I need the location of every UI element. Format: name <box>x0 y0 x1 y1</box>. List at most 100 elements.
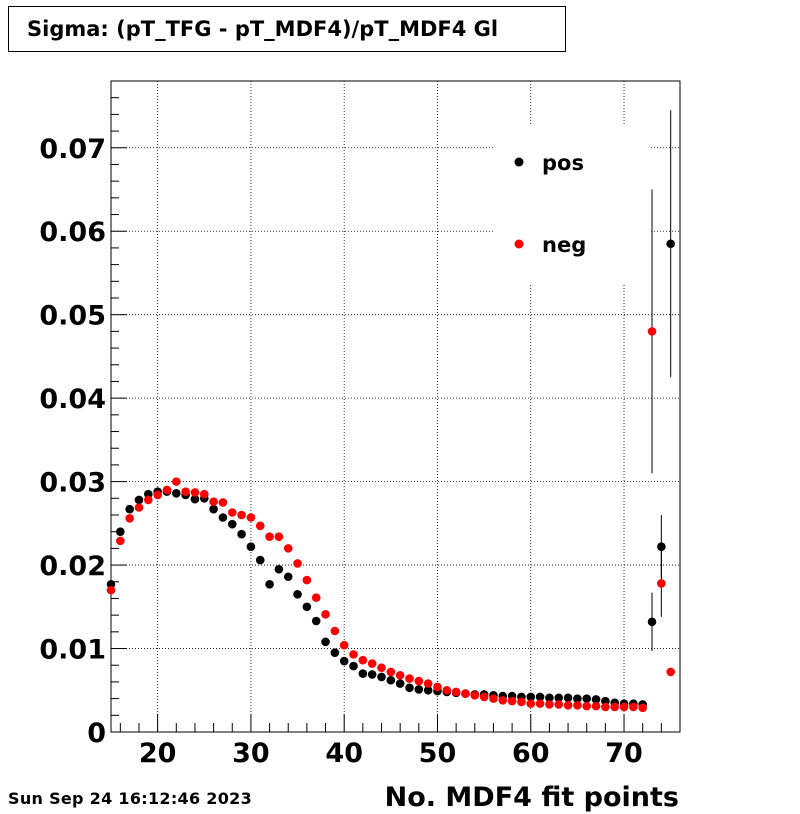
x-axis-title: No. MDF4 fit points <box>385 782 679 813</box>
data-point-neg <box>171 477 181 486</box>
data-point-pos <box>535 692 545 702</box>
data-point-pos <box>209 504 218 514</box>
data-point-neg <box>591 701 601 711</box>
data-point-pos <box>367 670 377 679</box>
x-tick-label: 40 <box>325 738 363 769</box>
data-point-neg <box>554 700 564 709</box>
data-point-neg <box>358 655 368 665</box>
data-point-neg <box>601 702 610 712</box>
data-points <box>106 239 675 713</box>
data-point-neg <box>414 676 424 686</box>
data-point-neg <box>237 510 246 520</box>
data-point-neg <box>573 700 582 710</box>
data-point-pos <box>666 239 675 249</box>
data-point-neg <box>274 532 284 541</box>
x-tick-label: 70 <box>605 738 643 769</box>
data-point-pos <box>545 693 554 703</box>
data-point-pos <box>125 504 134 514</box>
data-point-neg <box>638 703 647 713</box>
data-point-pos <box>330 648 340 658</box>
x-tick-label: 60 <box>512 738 550 769</box>
data-point-neg <box>489 694 498 703</box>
data-point-neg <box>162 485 172 495</box>
y-tick-label: 0.03 <box>39 468 106 499</box>
data-point-neg <box>199 489 209 499</box>
data-point-neg <box>395 670 405 680</box>
data-point-pos <box>358 669 368 678</box>
data-point-pos <box>657 542 666 552</box>
y-tick-label: 0.07 <box>39 134 106 165</box>
data-point-neg <box>125 514 134 523</box>
data-point-neg <box>190 488 200 497</box>
data-point-neg <box>339 640 349 650</box>
data-point-neg <box>498 695 508 705</box>
data-point-neg <box>657 579 666 588</box>
x-tick-label: 30 <box>232 738 270 769</box>
data-point-neg <box>218 498 228 507</box>
data-point-pos <box>237 529 246 539</box>
data-point-pos <box>293 589 302 599</box>
data-point-pos <box>414 685 424 694</box>
data-point-pos <box>218 513 228 522</box>
data-point-neg <box>535 699 545 708</box>
data-point-neg <box>116 536 125 546</box>
data-point-neg <box>209 497 218 506</box>
data-point-neg <box>181 487 190 496</box>
data-point-pos <box>116 527 125 536</box>
data-point-pos <box>227 519 237 529</box>
data-point-neg <box>330 626 340 636</box>
data-point-pos <box>255 555 265 565</box>
data-point-neg <box>386 667 396 677</box>
data-point-neg <box>619 702 629 712</box>
data-point-neg <box>255 521 265 531</box>
data-point-pos <box>339 656 349 666</box>
data-point-neg <box>302 575 312 585</box>
data-point-neg <box>311 593 321 602</box>
data-point-pos <box>386 675 396 685</box>
data-point-pos <box>423 685 433 695</box>
data-point-neg <box>377 663 386 673</box>
data-point-pos <box>563 693 573 703</box>
y-tick-label: 0 <box>87 718 106 749</box>
data-point-neg <box>367 659 377 668</box>
x-tick-label: 50 <box>419 738 457 769</box>
data-point-pos <box>190 494 200 504</box>
data-point-neg <box>610 702 620 712</box>
error-bars <box>651 110 672 652</box>
data-point-neg <box>144 495 153 505</box>
data-point-neg <box>647 327 657 336</box>
data-point-neg <box>423 679 433 688</box>
data-point-pos <box>573 694 582 703</box>
timestamp: Sun Sep 24 16:12:46 2023 <box>8 789 253 808</box>
chart-title: Sigma: (pT_TFG - pT_MDF4)/pT_MDF4 Gl <box>8 6 566 52</box>
data-point-neg <box>526 699 536 708</box>
x-tick-label: 20 <box>139 738 177 769</box>
data-point-pos <box>377 672 386 682</box>
legend-marker-neg <box>514 239 524 249</box>
data-point-neg <box>563 700 573 710</box>
data-point-neg <box>405 674 414 683</box>
data-point-pos <box>526 692 536 702</box>
data-point-neg <box>246 513 256 522</box>
y-tick-label: 0.04 <box>39 384 106 415</box>
data-point-pos <box>283 572 293 582</box>
data-point-pos <box>311 616 321 626</box>
axes <box>110 80 681 733</box>
data-point-pos <box>582 694 592 703</box>
data-point-pos <box>171 489 181 498</box>
data-point-neg <box>479 692 489 702</box>
data-point-pos <box>274 564 284 574</box>
data-point-neg <box>293 559 302 568</box>
data-point-neg <box>517 697 526 707</box>
y-tick-label: 0.02 <box>39 551 106 582</box>
data-point-pos <box>591 695 601 704</box>
y-tick-label: 0.01 <box>39 635 106 666</box>
tick-labels: 20 30 40 50 60 70 0 0.01 0.02 0.03 0.04 0.05 0.06 0.0… <box>39 134 642 769</box>
data-point-neg <box>283 544 293 553</box>
data-point-pos <box>349 661 358 671</box>
data-point-pos <box>302 602 312 612</box>
data-point-neg <box>153 490 162 500</box>
y-tick-label: 0.05 <box>39 301 106 332</box>
data-point-neg <box>442 685 452 695</box>
